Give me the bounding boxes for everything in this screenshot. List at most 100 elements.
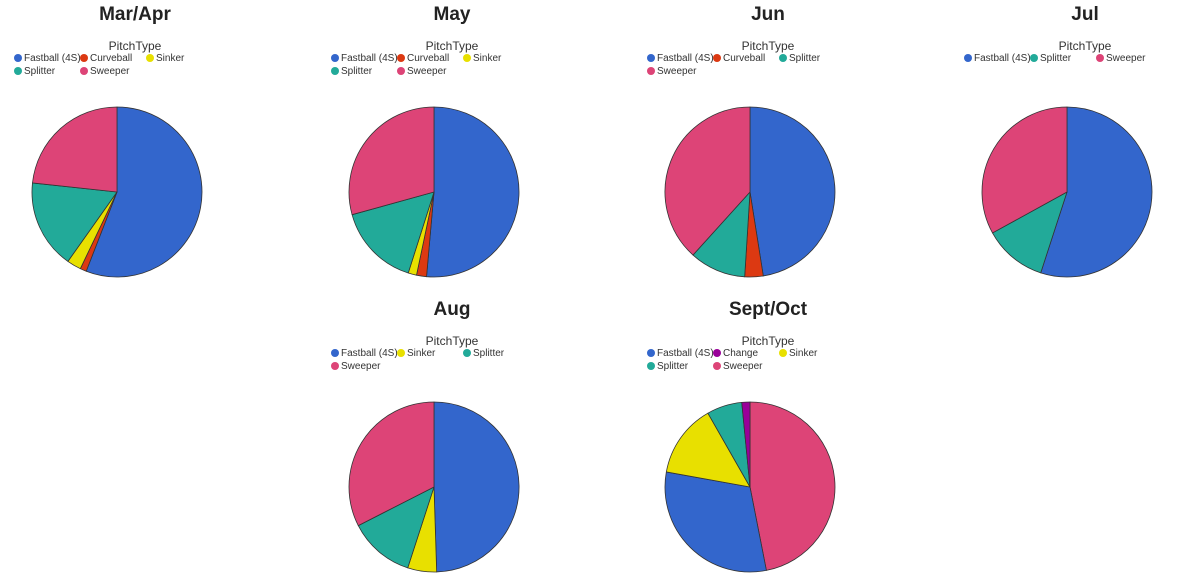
pie-plot — [348, 401, 520, 573]
legend-label: Splitter — [1040, 53, 1072, 64]
legend-item-fastball-4s: Fastball (4S) — [14, 53, 81, 65]
legend-item-fastball-4s: Fastball (4S) — [331, 53, 398, 65]
legend-swatch — [713, 349, 721, 357]
pie-slice-fastball-4s — [433, 401, 520, 573]
legend-item-sinker: Sinker — [463, 53, 501, 65]
chart-title: Aug — [433, 299, 471, 320]
legend-label: Sinker — [407, 348, 436, 359]
pie-slice-sweeper — [664, 106, 751, 256]
pie-slice-sweeper — [749, 401, 836, 571]
legend-label: Sinker — [473, 53, 502, 64]
pie-slice-fastball-4s — [85, 106, 203, 278]
legend-swatch — [713, 362, 721, 370]
legend-title: PitchType — [741, 334, 795, 348]
legend-item-splitter: Splitter — [1030, 53, 1071, 65]
pie-slice-sinker — [665, 412, 751, 488]
legend-swatch — [80, 67, 88, 75]
legend-swatch — [463, 349, 471, 357]
legend-label: Curveball — [407, 53, 450, 64]
legend-label: Fastball (4S) — [657, 348, 714, 359]
pie-chart-aug: Aug PitchType Fastball (4S) Sinker Splitte… — [317, 295, 587, 585]
legend-label: Sweeper — [90, 66, 130, 77]
chart-title: Sept/Oct — [728, 299, 808, 320]
legend-label: Fastball (4S) — [24, 53, 81, 64]
legend-item-splitter: Splitter — [463, 348, 504, 360]
legend-swatch — [779, 349, 787, 357]
legend-item-fastball-4s: Fastball (4S) — [331, 348, 398, 360]
legend-swatch — [647, 67, 655, 75]
legend-item-sinker: Sinker — [397, 348, 435, 360]
legend-label: Fastball (4S) — [341, 348, 398, 359]
legend-swatch — [713, 54, 721, 62]
legend-swatch — [397, 54, 405, 62]
legend-title: PitchType — [425, 334, 479, 348]
chart-title: Jun — [751, 4, 785, 25]
pie-plot — [348, 106, 520, 278]
legend-item-fastball-4s: Fastball (4S) — [647, 348, 714, 360]
pie-chart-sept-oct: Sept/Oct PitchType Fastball (4S) Change Si… — [633, 295, 903, 585]
legend-swatch — [397, 349, 405, 357]
pie-slice-splitter — [31, 182, 118, 262]
legend-label: Curveball — [723, 53, 766, 64]
chart-title: Mar/Apr — [99, 4, 171, 25]
legend-item-curveball: Curveball — [397, 53, 449, 65]
chart-title: Jul — [1071, 4, 1099, 25]
legend-title: PitchType — [425, 39, 479, 53]
legend-title: PitchType — [741, 39, 795, 53]
legend-swatch — [14, 67, 22, 75]
legend-swatch — [463, 54, 471, 62]
legend-label: Fastball (4S) — [974, 53, 1031, 64]
legend-swatch — [146, 54, 154, 62]
legend-item-sweeper: Sweeper — [80, 66, 129, 78]
pie-slice-sweeper — [348, 401, 435, 526]
pie-plot — [664, 106, 836, 278]
pie-chart-mar-apr: Mar/Apr PitchType Fastball (4S) Curveball… — [0, 0, 270, 290]
legend-item-change: Change — [713, 348, 758, 360]
pie-slice-fastball-4s — [1040, 106, 1153, 278]
legend-swatch — [331, 349, 339, 357]
legend-swatch — [1030, 54, 1038, 62]
legend-item-sweeper: Sweeper — [713, 361, 762, 373]
pie-slice-splitter — [351, 191, 435, 274]
legend-label: Splitter — [657, 361, 689, 372]
legend-label: Curveball — [90, 53, 133, 64]
legend-swatch — [1096, 54, 1104, 62]
legend-label: Sinker — [789, 348, 818, 359]
pie-slice-sweeper — [981, 106, 1068, 234]
legend-label: Change — [723, 348, 759, 359]
pie-slice-fastball-4s — [664, 471, 767, 573]
legend-item-fastball-4s: Fastball (4S) — [964, 53, 1031, 65]
legend-label: Splitter — [341, 66, 373, 77]
legend-swatch — [647, 54, 655, 62]
legend-item-splitter: Splitter — [779, 53, 820, 65]
legend-label: Sweeper — [657, 66, 697, 77]
legend-swatch — [80, 54, 88, 62]
legend-item-sinker: Sinker — [779, 348, 817, 360]
pie-plot — [664, 401, 836, 573]
legend-label: Sweeper — [1106, 53, 1146, 64]
legend-item-curveball: Curveball — [713, 53, 765, 65]
legend-item-curveball: Curveball — [80, 53, 132, 65]
legend-item-fastball-4s: Fastball (4S) — [647, 53, 714, 65]
legend-item-splitter: Splitter — [647, 361, 688, 373]
legend-label: Fastball (4S) — [657, 53, 714, 64]
legend-swatch — [331, 54, 339, 62]
legend-label: Fastball (4S) — [341, 53, 398, 64]
legend-item-sinker: Sinker — [146, 53, 184, 65]
legend-item-sweeper: Sweeper — [1096, 53, 1145, 65]
legend-swatch — [397, 67, 405, 75]
pie-slice-change — [741, 401, 751, 488]
legend-title: PitchType — [1058, 39, 1112, 53]
pie-plot — [31, 106, 203, 278]
pie-slice-sweeper — [348, 106, 435, 216]
legend-swatch — [647, 349, 655, 357]
legend-swatch — [647, 362, 655, 370]
legend-swatch — [331, 67, 339, 75]
legend-swatch — [779, 54, 787, 62]
legend-item-sweeper: Sweeper — [331, 361, 380, 373]
pie-chart-jul: Jul PitchType Fastball (4S) Splitter Sweep… — [950, 0, 1200, 290]
pie-slice-splitter — [357, 486, 435, 569]
pie-plot — [981, 106, 1153, 278]
legend-item-sweeper: Sweeper — [647, 66, 696, 78]
pie-chart-jun: Jun PitchType Fastball (4S) Curveball Spli… — [633, 0, 903, 290]
